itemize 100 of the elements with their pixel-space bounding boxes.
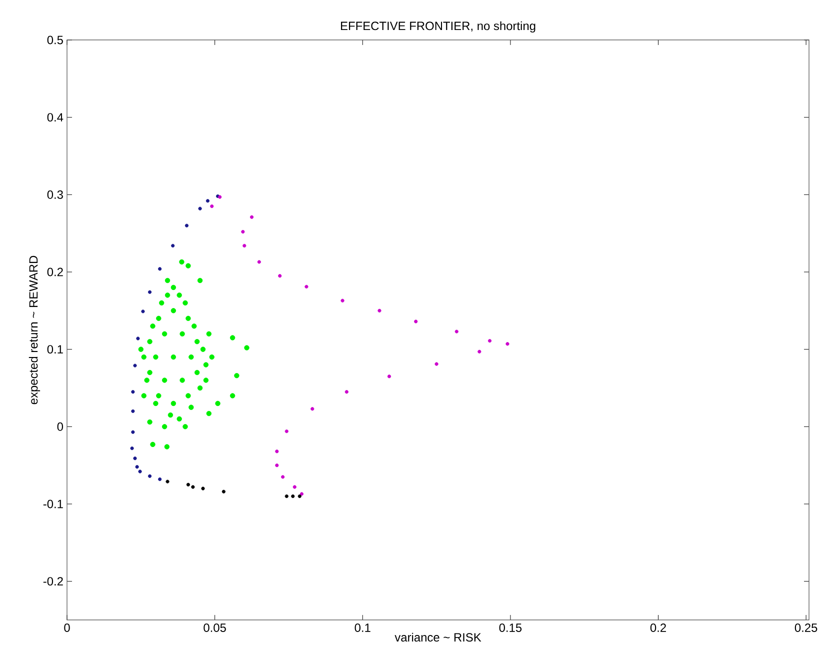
point	[176, 416, 182, 422]
point	[135, 465, 139, 469]
point	[278, 274, 282, 278]
point	[387, 374, 392, 378]
point	[180, 378, 185, 383]
point	[378, 308, 382, 312]
x-tick-label: 0	[64, 624, 70, 632]
point	[191, 485, 195, 489]
point	[158, 477, 162, 482]
point	[182, 300, 188, 306]
point	[158, 267, 162, 271]
point	[209, 354, 214, 360]
point	[218, 195, 222, 199]
point	[222, 490, 226, 494]
point	[170, 308, 176, 314]
point	[138, 346, 144, 352]
point	[203, 378, 209, 383]
point	[179, 259, 184, 265]
point	[162, 331, 168, 336]
point	[130, 446, 134, 450]
point	[488, 339, 492, 343]
point	[206, 410, 212, 416]
point	[147, 338, 152, 344]
point	[131, 430, 135, 434]
point	[186, 393, 191, 398]
point	[164, 444, 170, 450]
point	[156, 316, 162, 321]
point	[164, 292, 170, 298]
point	[281, 475, 285, 479]
y-tick-label: -0.2	[43, 577, 63, 586]
point	[414, 320, 418, 324]
point	[186, 263, 191, 268]
point	[344, 390, 348, 394]
y-tick-label: 0.2	[47, 268, 63, 276]
point	[141, 393, 146, 398]
x-tick-label: 0.2	[650, 624, 666, 632]
point	[168, 412, 174, 418]
x-tick-label: 0.05	[204, 624, 226, 632]
y-tick-label: 0.1	[47, 345, 63, 354]
point	[186, 316, 191, 321]
point	[298, 494, 302, 498]
point	[284, 494, 288, 498]
point	[230, 393, 236, 398]
point	[144, 378, 150, 383]
y-tick-label: 0.3	[47, 190, 63, 199]
point	[153, 400, 158, 406]
point	[166, 480, 170, 484]
point	[250, 215, 254, 219]
point	[201, 486, 205, 490]
point	[275, 464, 279, 468]
point	[200, 346, 206, 352]
point	[210, 204, 214, 208]
point	[162, 424, 168, 430]
point	[133, 456, 137, 460]
point	[506, 342, 510, 346]
point	[206, 331, 212, 336]
point	[148, 290, 152, 294]
point	[292, 485, 296, 489]
point	[194, 370, 200, 376]
point	[230, 335, 236, 340]
y-tick-label: -0.1	[43, 500, 63, 508]
point	[159, 300, 164, 306]
point	[310, 407, 314, 411]
point	[340, 298, 344, 302]
point	[153, 354, 158, 360]
x-tick-label: 0.1	[354, 624, 370, 632]
point	[133, 364, 137, 368]
point	[234, 373, 240, 378]
point	[275, 450, 279, 454]
point	[300, 492, 304, 496]
point	[141, 354, 146, 360]
point	[170, 400, 176, 406]
point	[291, 494, 295, 498]
x-tick-label: 0.15	[499, 624, 522, 632]
point	[147, 370, 152, 376]
point	[198, 206, 202, 210]
point	[162, 378, 168, 383]
point	[478, 350, 482, 354]
point	[434, 362, 438, 366]
point	[241, 230, 245, 234]
point	[304, 284, 308, 288]
point	[141, 310, 145, 314]
point	[284, 429, 288, 434]
point	[184, 224, 189, 228]
point	[180, 331, 185, 336]
point	[176, 292, 182, 298]
point	[148, 474, 152, 478]
point	[242, 244, 246, 248]
point	[197, 278, 203, 284]
point	[194, 338, 200, 344]
point	[257, 260, 261, 264]
point	[203, 362, 209, 368]
point	[215, 400, 220, 406]
point	[170, 284, 176, 290]
point	[206, 199, 210, 203]
point	[192, 324, 197, 329]
point	[138, 470, 142, 474]
point	[136, 336, 140, 340]
x-axis-title: variance ~ RISK	[394, 632, 482, 642]
point	[131, 409, 135, 413]
